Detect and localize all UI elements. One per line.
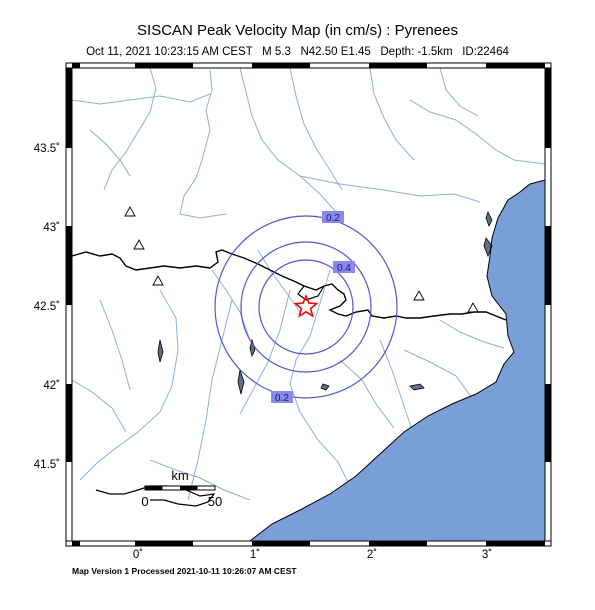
processing-info: Map Version 1 Processed 2021-10-11 10:26… xyxy=(72,566,297,576)
reservoirs xyxy=(157,210,493,395)
scale-unit: km xyxy=(171,468,188,483)
x-tick-label: 3˚ xyxy=(482,549,492,561)
y-axis-labels: 43.5˚ 43˚ 42.5˚ 42˚ 41.5˚ xyxy=(34,143,60,471)
scale-start: 0 xyxy=(141,494,148,509)
y-tick-label: 42.5˚ xyxy=(34,301,60,313)
station-triangle xyxy=(152,275,164,286)
y-tick-label: 43˚ xyxy=(43,222,60,234)
map-title: SISCAN Peak Velocity Map (in cm/s) : Pyr… xyxy=(137,22,458,39)
mediterranean-sea xyxy=(250,180,545,541)
y-tick-label: 41.5˚ xyxy=(34,459,60,471)
contour-label: 0.4 xyxy=(333,261,355,274)
velocity-contours xyxy=(214,215,398,399)
station-triangle xyxy=(124,206,136,217)
contour-label: 0.2 xyxy=(271,391,293,404)
andorra-border xyxy=(297,285,325,301)
x-axis-labels: 0˚ 1˚ 2˚ 3˚ xyxy=(133,549,492,561)
map-frame xyxy=(65,62,552,547)
scale-bar xyxy=(144,485,216,491)
national-border xyxy=(72,249,507,321)
coastline xyxy=(249,179,545,541)
svg-text:0.2: 0.2 xyxy=(275,393,289,404)
rivers xyxy=(72,68,545,501)
station-triangle xyxy=(133,239,145,250)
contour-inner xyxy=(258,259,354,355)
svg-text:0.4: 0.4 xyxy=(337,263,351,274)
scale-end: 50 xyxy=(208,494,222,509)
stations xyxy=(124,206,479,313)
contour-0.4 xyxy=(240,241,372,373)
svg-text:0.2: 0.2 xyxy=(326,213,340,224)
x-tick-label: 2˚ xyxy=(367,549,377,561)
map-area: 0.2 0.4 0.2 xyxy=(72,68,545,541)
event-info: Oct 11, 2021 10:23:15 AM CEST M 5.3 N42.… xyxy=(86,46,509,58)
station-triangle xyxy=(413,290,425,301)
estuary-outline xyxy=(95,485,216,507)
y-tick-label: 43.5˚ xyxy=(34,143,60,155)
contour-label: 0.2 xyxy=(322,211,344,224)
x-tick-label: 1˚ xyxy=(250,549,260,561)
y-tick-label: 42˚ xyxy=(43,380,60,392)
x-tick-label: 0˚ xyxy=(133,549,143,561)
contour-0.2 xyxy=(214,215,398,399)
epicenter-star xyxy=(293,293,319,318)
station-triangle xyxy=(467,302,479,313)
